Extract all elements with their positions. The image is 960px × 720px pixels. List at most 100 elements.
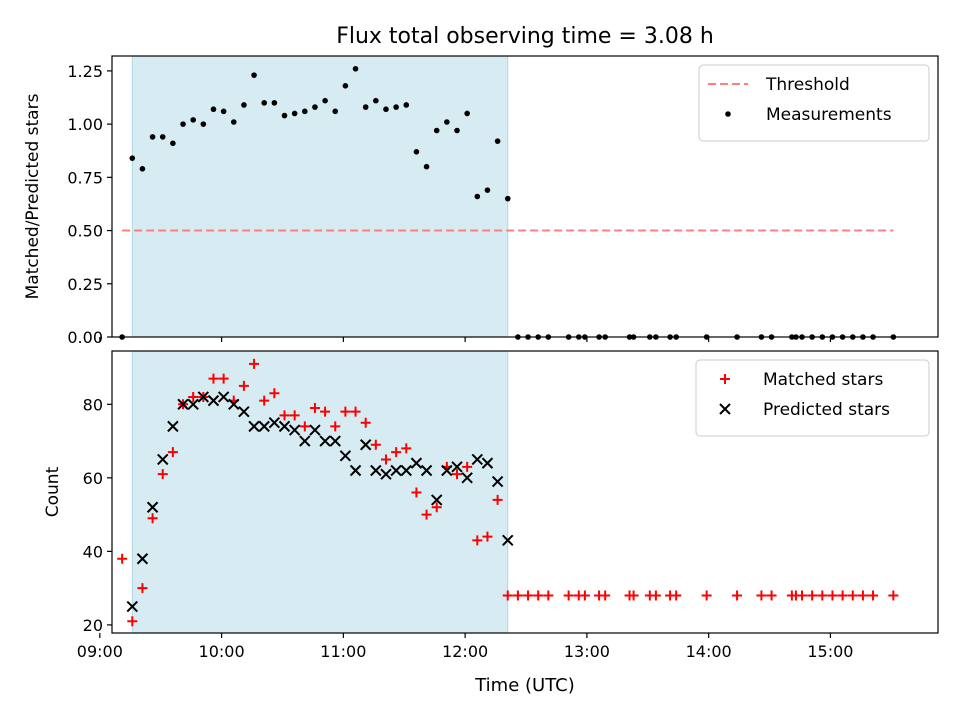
y-tick-label: 60 (83, 469, 103, 488)
matched-star-point (797, 590, 808, 601)
y-tick-label: 0.50 (67, 222, 103, 241)
matched-star-point (482, 531, 493, 542)
matched-star-point (320, 406, 331, 417)
predicted-star-point (136, 553, 149, 565)
y-tick-label: 0.00 (67, 328, 103, 347)
predicted-star-point (167, 420, 179, 433)
matched-star-point (671, 590, 682, 601)
legend-frame (698, 64, 930, 142)
measurement-point (393, 104, 399, 110)
observing-window-span (131, 55, 509, 338)
matched-star-point (868, 590, 879, 601)
matched-star-point (350, 406, 361, 417)
predicted-star-point (502, 534, 514, 547)
legend: Threshold Measurements (698, 64, 930, 142)
predicted-star-point (299, 435, 311, 447)
predicted-star-point (420, 464, 433, 477)
matched-star-point (330, 421, 341, 432)
matched-star-point (157, 469, 168, 480)
measurement-point (210, 106, 217, 113)
matched-star-point (628, 590, 639, 601)
matched-star-point (857, 590, 868, 601)
predicted-star-point (329, 435, 341, 447)
predicted-star-point (339, 450, 352, 462)
measurement-point (383, 106, 389, 113)
matched-star-point (340, 406, 351, 417)
x-tick-label: 12:00 (442, 642, 488, 661)
matched-star-point (756, 590, 767, 601)
measurement-point (230, 119, 237, 125)
measurement-point (444, 119, 450, 125)
predicted-star-point (309, 424, 321, 436)
predicted-star-point (410, 457, 423, 469)
legend-measurement-swatch (725, 111, 731, 117)
y-tick-label: 0.25 (67, 275, 103, 294)
measurement-point (342, 83, 349, 89)
x-tick-label: 13:00 (564, 642, 610, 661)
measurement-point (332, 108, 339, 115)
predicted-star-point (451, 461, 463, 473)
matched-star-point (650, 590, 661, 601)
matched-star-point (462, 461, 473, 472)
y-tick-label: 0.75 (67, 168, 103, 187)
predicted-star-point (491, 475, 504, 488)
measurement-point (403, 102, 410, 108)
matched-star-point (147, 513, 158, 524)
matched-star-point (452, 469, 463, 480)
predicted-star-point (481, 457, 494, 469)
matched-star-point (238, 380, 249, 391)
matched-star-point (600, 590, 611, 601)
measurement-point (302, 108, 308, 115)
measurement-point (261, 100, 268, 106)
measurement-point (312, 104, 318, 110)
legend-label: Threshold (765, 75, 850, 95)
measurement-point (494, 138, 501, 144)
matched-star-point (299, 421, 310, 432)
measurement-point (433, 127, 440, 134)
legend: Matched stars Predicted stars (695, 359, 930, 437)
matched-star-point (701, 590, 712, 601)
matched-star-point (360, 417, 371, 428)
matched-star-point (391, 447, 402, 458)
measurement-point (474, 193, 481, 200)
predicted-star-point (217, 391, 230, 403)
matched-star-point (827, 590, 838, 601)
predicted-star-point (370, 464, 382, 477)
matched-star-point (807, 590, 818, 601)
measurement-point (149, 134, 156, 140)
x-tick-label: 10:00 (199, 642, 245, 661)
measurement-point (291, 110, 298, 117)
legend-matched-swatch (720, 374, 730, 384)
matched-star-point (502, 590, 513, 601)
matched-star-point (732, 590, 743, 601)
matched-star-point (512, 590, 523, 601)
predicted-star-point (288, 424, 301, 436)
y-axis-label: Matched/Predicted stars (23, 93, 43, 299)
predicted-star-point (228, 398, 240, 411)
matched-star-point (269, 388, 280, 399)
star-count-panel: 09:00 10:00 11:00 12:00 13:00 14:00 15:00 20 40 6… (43, 350, 939, 661)
predicted-star-point (461, 472, 473, 484)
matched-star-point (127, 616, 138, 627)
legend-predicted-swatch (719, 403, 731, 415)
matched-star-point (249, 358, 260, 369)
predicted-star-point (471, 453, 484, 466)
matched-star-point (137, 583, 148, 594)
matched-star-point (218, 373, 229, 384)
x-tick-label: 15:00 (807, 642, 853, 661)
predicted-star-point (278, 420, 291, 433)
series-matched-stars (117, 358, 899, 627)
predicted-star-point (197, 391, 210, 403)
y-tick-label: 80 (83, 395, 103, 414)
measurement-point (373, 97, 379, 104)
predicted-star-point (400, 464, 412, 477)
matched-star-point (279, 410, 290, 421)
matched-star-point (563, 590, 574, 601)
matched-star-point (208, 373, 219, 384)
predicted-star-point (248, 420, 260, 433)
predicted-star-point (390, 464, 402, 477)
flux-ratio-panel: 0.00 0.25 0.50 0.75 1.00 1.25 Matched/Predicte… (23, 55, 939, 347)
matched-star-point (167, 447, 178, 458)
matched-star-point (259, 395, 270, 406)
matched-star-point (817, 590, 828, 601)
